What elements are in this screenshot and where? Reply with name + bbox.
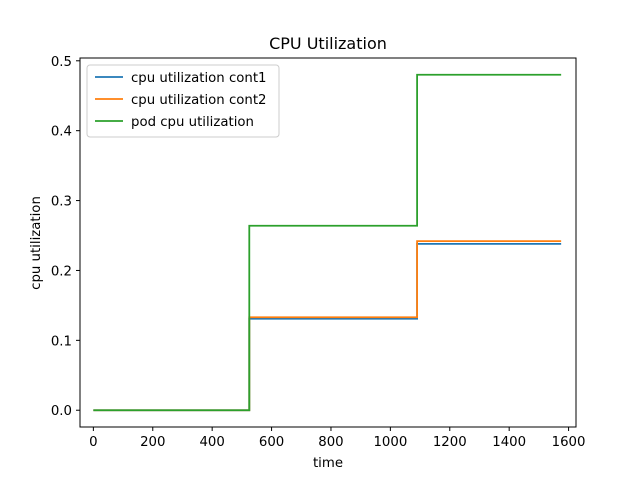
chart-title: CPU Utilization bbox=[269, 34, 387, 53]
x-tick-label: 800 bbox=[318, 435, 343, 450]
x-tick-label: 400 bbox=[199, 435, 224, 450]
legend-label-2: cpu utilization cont2 bbox=[131, 93, 267, 108]
series-line-3 bbox=[93, 73, 562, 412]
x-tick-label: 0 bbox=[89, 435, 97, 450]
plot-area: 0 200 400 600 800 1000 1200 1400 1600 0.0 0.1 0.2 0.… bbox=[51, 55, 586, 450]
y-tick-label: 0.2 bbox=[51, 264, 72, 279]
x-tick-label: 1600 bbox=[552, 435, 586, 450]
x-tick-label: 1000 bbox=[373, 435, 407, 450]
legend-box bbox=[86, 64, 280, 138]
y-tick-label: 0.3 bbox=[51, 195, 72, 210]
x-tick-label: 1400 bbox=[492, 435, 526, 450]
plot-frame bbox=[79, 57, 577, 428]
x-tick-label: 600 bbox=[259, 435, 284, 450]
legend-label-3: pod cpu utilization bbox=[131, 115, 254, 130]
legend: cpu utilization cont1 cpu utilization con… bbox=[86, 64, 280, 138]
y-tick-label: 0.1 bbox=[51, 334, 72, 349]
y-tick-label: 0.0 bbox=[51, 404, 72, 419]
y-tick-label: 0.5 bbox=[51, 55, 72, 70]
x-axis-label: time bbox=[313, 456, 343, 471]
y-axis-label: cpu utilization bbox=[29, 196, 44, 290]
legend-label-1: cpu utilization cont1 bbox=[131, 71, 267, 86]
x-tick-label: 200 bbox=[140, 435, 165, 450]
y-tick-label: 0.4 bbox=[51, 125, 72, 140]
x-tick-label: 1200 bbox=[433, 435, 467, 450]
